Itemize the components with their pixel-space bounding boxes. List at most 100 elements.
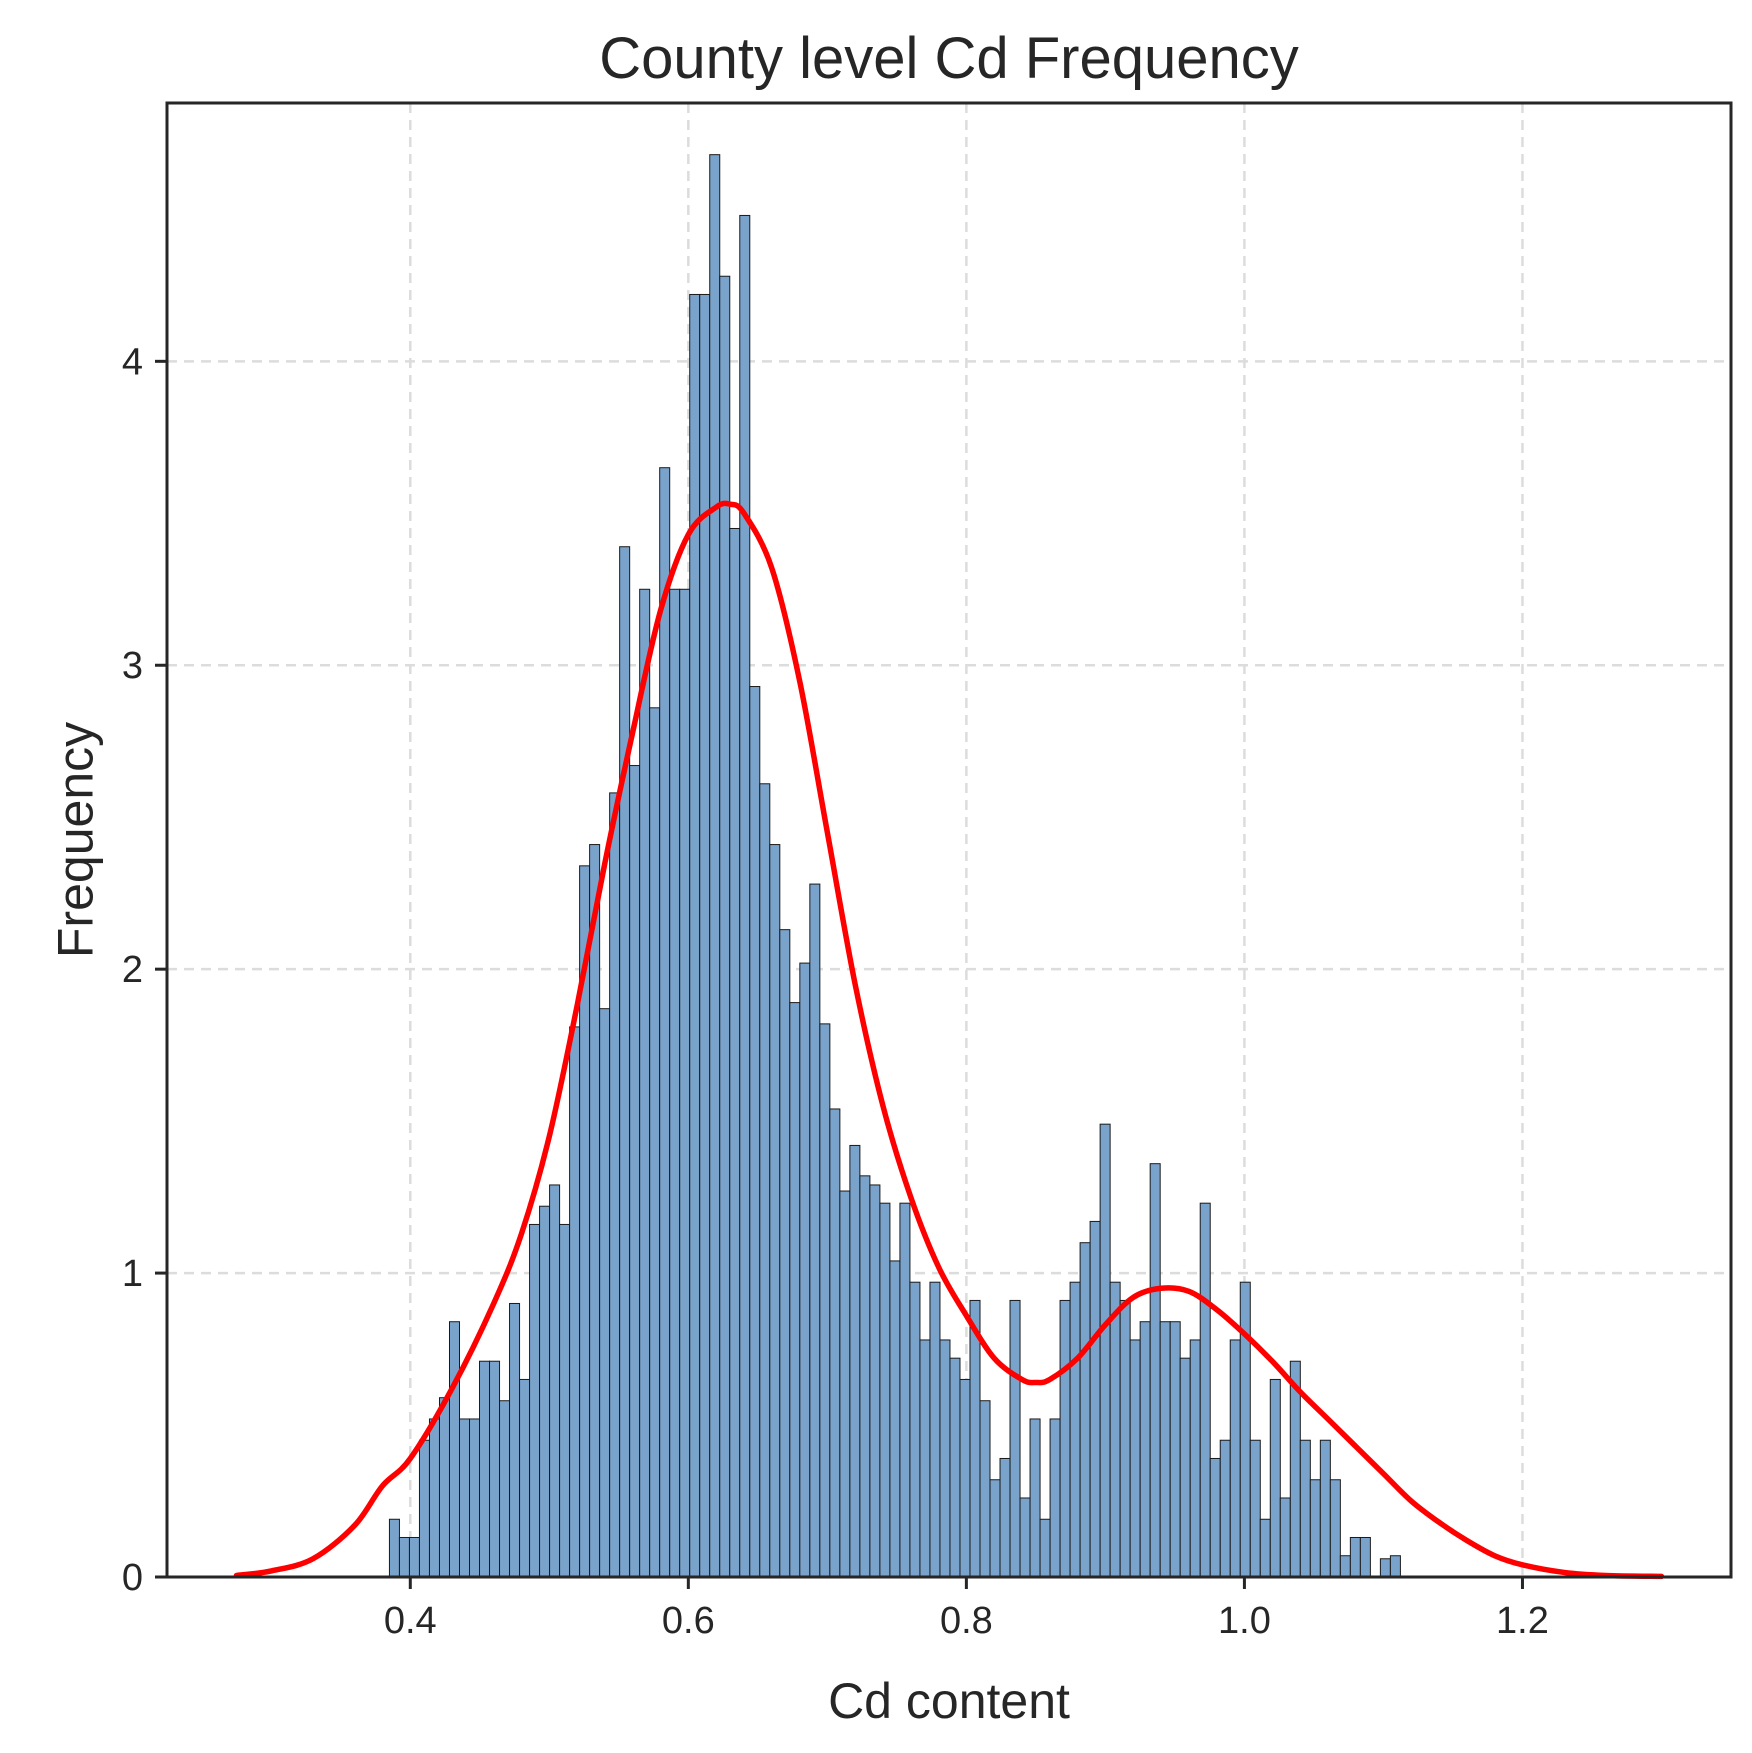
y-tick-label: 3 <box>122 645 143 687</box>
histogram-bar <box>1179 1357 1191 1578</box>
histogram-bar <box>879 1202 891 1578</box>
histogram-bar <box>1149 1163 1161 1578</box>
x-tick-label: 1.0 <box>1218 1600 1271 1642</box>
histogram-bar <box>689 293 701 1578</box>
histogram-bar <box>1199 1202 1211 1578</box>
histogram-bar <box>719 275 731 1578</box>
histogram-bar <box>398 1536 410 1578</box>
histogram-bar <box>1339 1555 1351 1578</box>
histogram-bar <box>529 1223 541 1578</box>
histogram-bar <box>509 1302 521 1578</box>
histogram-bar <box>1039 1518 1051 1578</box>
histogram-bar <box>899 1202 911 1578</box>
histogram-bar <box>1049 1418 1061 1578</box>
histogram-bar <box>479 1360 491 1578</box>
histogram-bar <box>1279 1497 1291 1578</box>
plot-frame <box>165 101 1733 1579</box>
histogram-bar <box>969 1299 981 1578</box>
histogram-bar <box>1079 1242 1091 1578</box>
histogram-bar <box>549 1184 561 1578</box>
histogram-bar <box>1159 1321 1171 1578</box>
y-tick-label: 1 <box>122 1253 143 1295</box>
histogram-bar <box>679 588 691 1578</box>
histogram-bar <box>799 962 811 1578</box>
y-tick-label: 0 <box>122 1557 143 1599</box>
histogram-bar <box>1009 1299 1021 1578</box>
histogram-bar <box>428 1418 440 1578</box>
histogram-bar <box>749 686 761 1578</box>
histogram-bar <box>1219 1439 1231 1578</box>
y-axis-label: Frequency <box>48 722 104 958</box>
histogram-bar <box>418 1439 430 1578</box>
histogram-bar <box>789 1002 801 1578</box>
histogram-bar <box>909 1281 921 1578</box>
histogram-bar <box>1059 1299 1071 1578</box>
histogram-bar <box>869 1184 881 1578</box>
histogram-bar <box>1029 1418 1041 1578</box>
histogram-bar <box>759 783 771 1578</box>
histogram-bar <box>949 1357 961 1578</box>
x-tick-label: 0.4 <box>384 1600 437 1642</box>
histogram-bar <box>1169 1321 1181 1578</box>
histogram-bar <box>1119 1299 1131 1578</box>
histogram-bar <box>1209 1457 1221 1578</box>
histogram-bar <box>1089 1220 1101 1578</box>
histogram-bar <box>1229 1339 1241 1578</box>
histogram-bar <box>1139 1321 1151 1578</box>
histogram-bar <box>1109 1281 1121 1578</box>
density-curve <box>233 500 1665 1580</box>
y-tick-label: 2 <box>122 949 143 991</box>
axis-ticks: 0.4 0.6 0.8 1.0 1.2 0 1 2 3 4 <box>122 341 1549 1642</box>
histogram-bar <box>448 1321 461 1578</box>
histogram-bar <box>729 527 741 1578</box>
histogram-bar <box>1019 1497 1031 1578</box>
histogram-bar <box>859 1175 871 1578</box>
histogram-bar <box>1259 1518 1271 1578</box>
histogram-bar <box>1299 1439 1311 1578</box>
histogram-bar <box>1099 1123 1111 1578</box>
histogram-bar <box>829 1108 841 1578</box>
histogram-bar <box>1309 1479 1321 1578</box>
histogram-bar <box>1359 1536 1371 1578</box>
histogram-bar <box>639 588 651 1578</box>
histogram-bar <box>769 844 781 1578</box>
histogram-bar <box>1239 1281 1251 1578</box>
histogram-bar <box>809 883 821 1578</box>
histogram-bar <box>1189 1339 1201 1578</box>
histogram-bar <box>739 214 751 1578</box>
histogram-bar <box>1349 1536 1361 1578</box>
histogram-bar <box>989 1479 1001 1578</box>
histogram-bar <box>699 293 711 1578</box>
histogram-bars <box>388 154 1401 1578</box>
histogram-bar <box>1269 1378 1281 1578</box>
histogram-bar <box>1389 1555 1401 1578</box>
histogram-bar <box>819 1023 831 1578</box>
histogram-bar <box>959 1378 971 1578</box>
grid-lines <box>167 103 1731 1577</box>
histogram-bar <box>889 1260 901 1578</box>
y-tick-label: 4 <box>122 341 143 383</box>
histogram-bar <box>709 154 721 1578</box>
histogram-bar <box>929 1281 941 1578</box>
density-curve-layer <box>233 500 1665 1580</box>
x-tick-label: 0.6 <box>662 1600 715 1642</box>
histogram-bar <box>459 1418 471 1578</box>
histogram-bar <box>539 1205 551 1578</box>
histogram-bar <box>939 1339 951 1578</box>
x-tick-label: 1.2 <box>1496 1600 1549 1642</box>
histogram-bar <box>779 929 791 1578</box>
histogram-bar <box>499 1400 511 1578</box>
x-tick-label: 0.8 <box>940 1600 993 1642</box>
histogram-bar <box>1069 1281 1081 1578</box>
histogram-bar <box>1129 1339 1141 1578</box>
histogram-bar <box>388 1518 400 1578</box>
histogram-bar <box>489 1360 501 1578</box>
chart-title: County level Cd Frequency <box>599 26 1299 91</box>
histogram-bar <box>669 588 681 1578</box>
histogram-bar <box>839 1190 851 1578</box>
histogram-bar <box>599 1008 611 1578</box>
histogram-bar <box>619 546 631 1578</box>
histogram-bar <box>849 1144 861 1578</box>
histogram-bar <box>559 1223 571 1578</box>
